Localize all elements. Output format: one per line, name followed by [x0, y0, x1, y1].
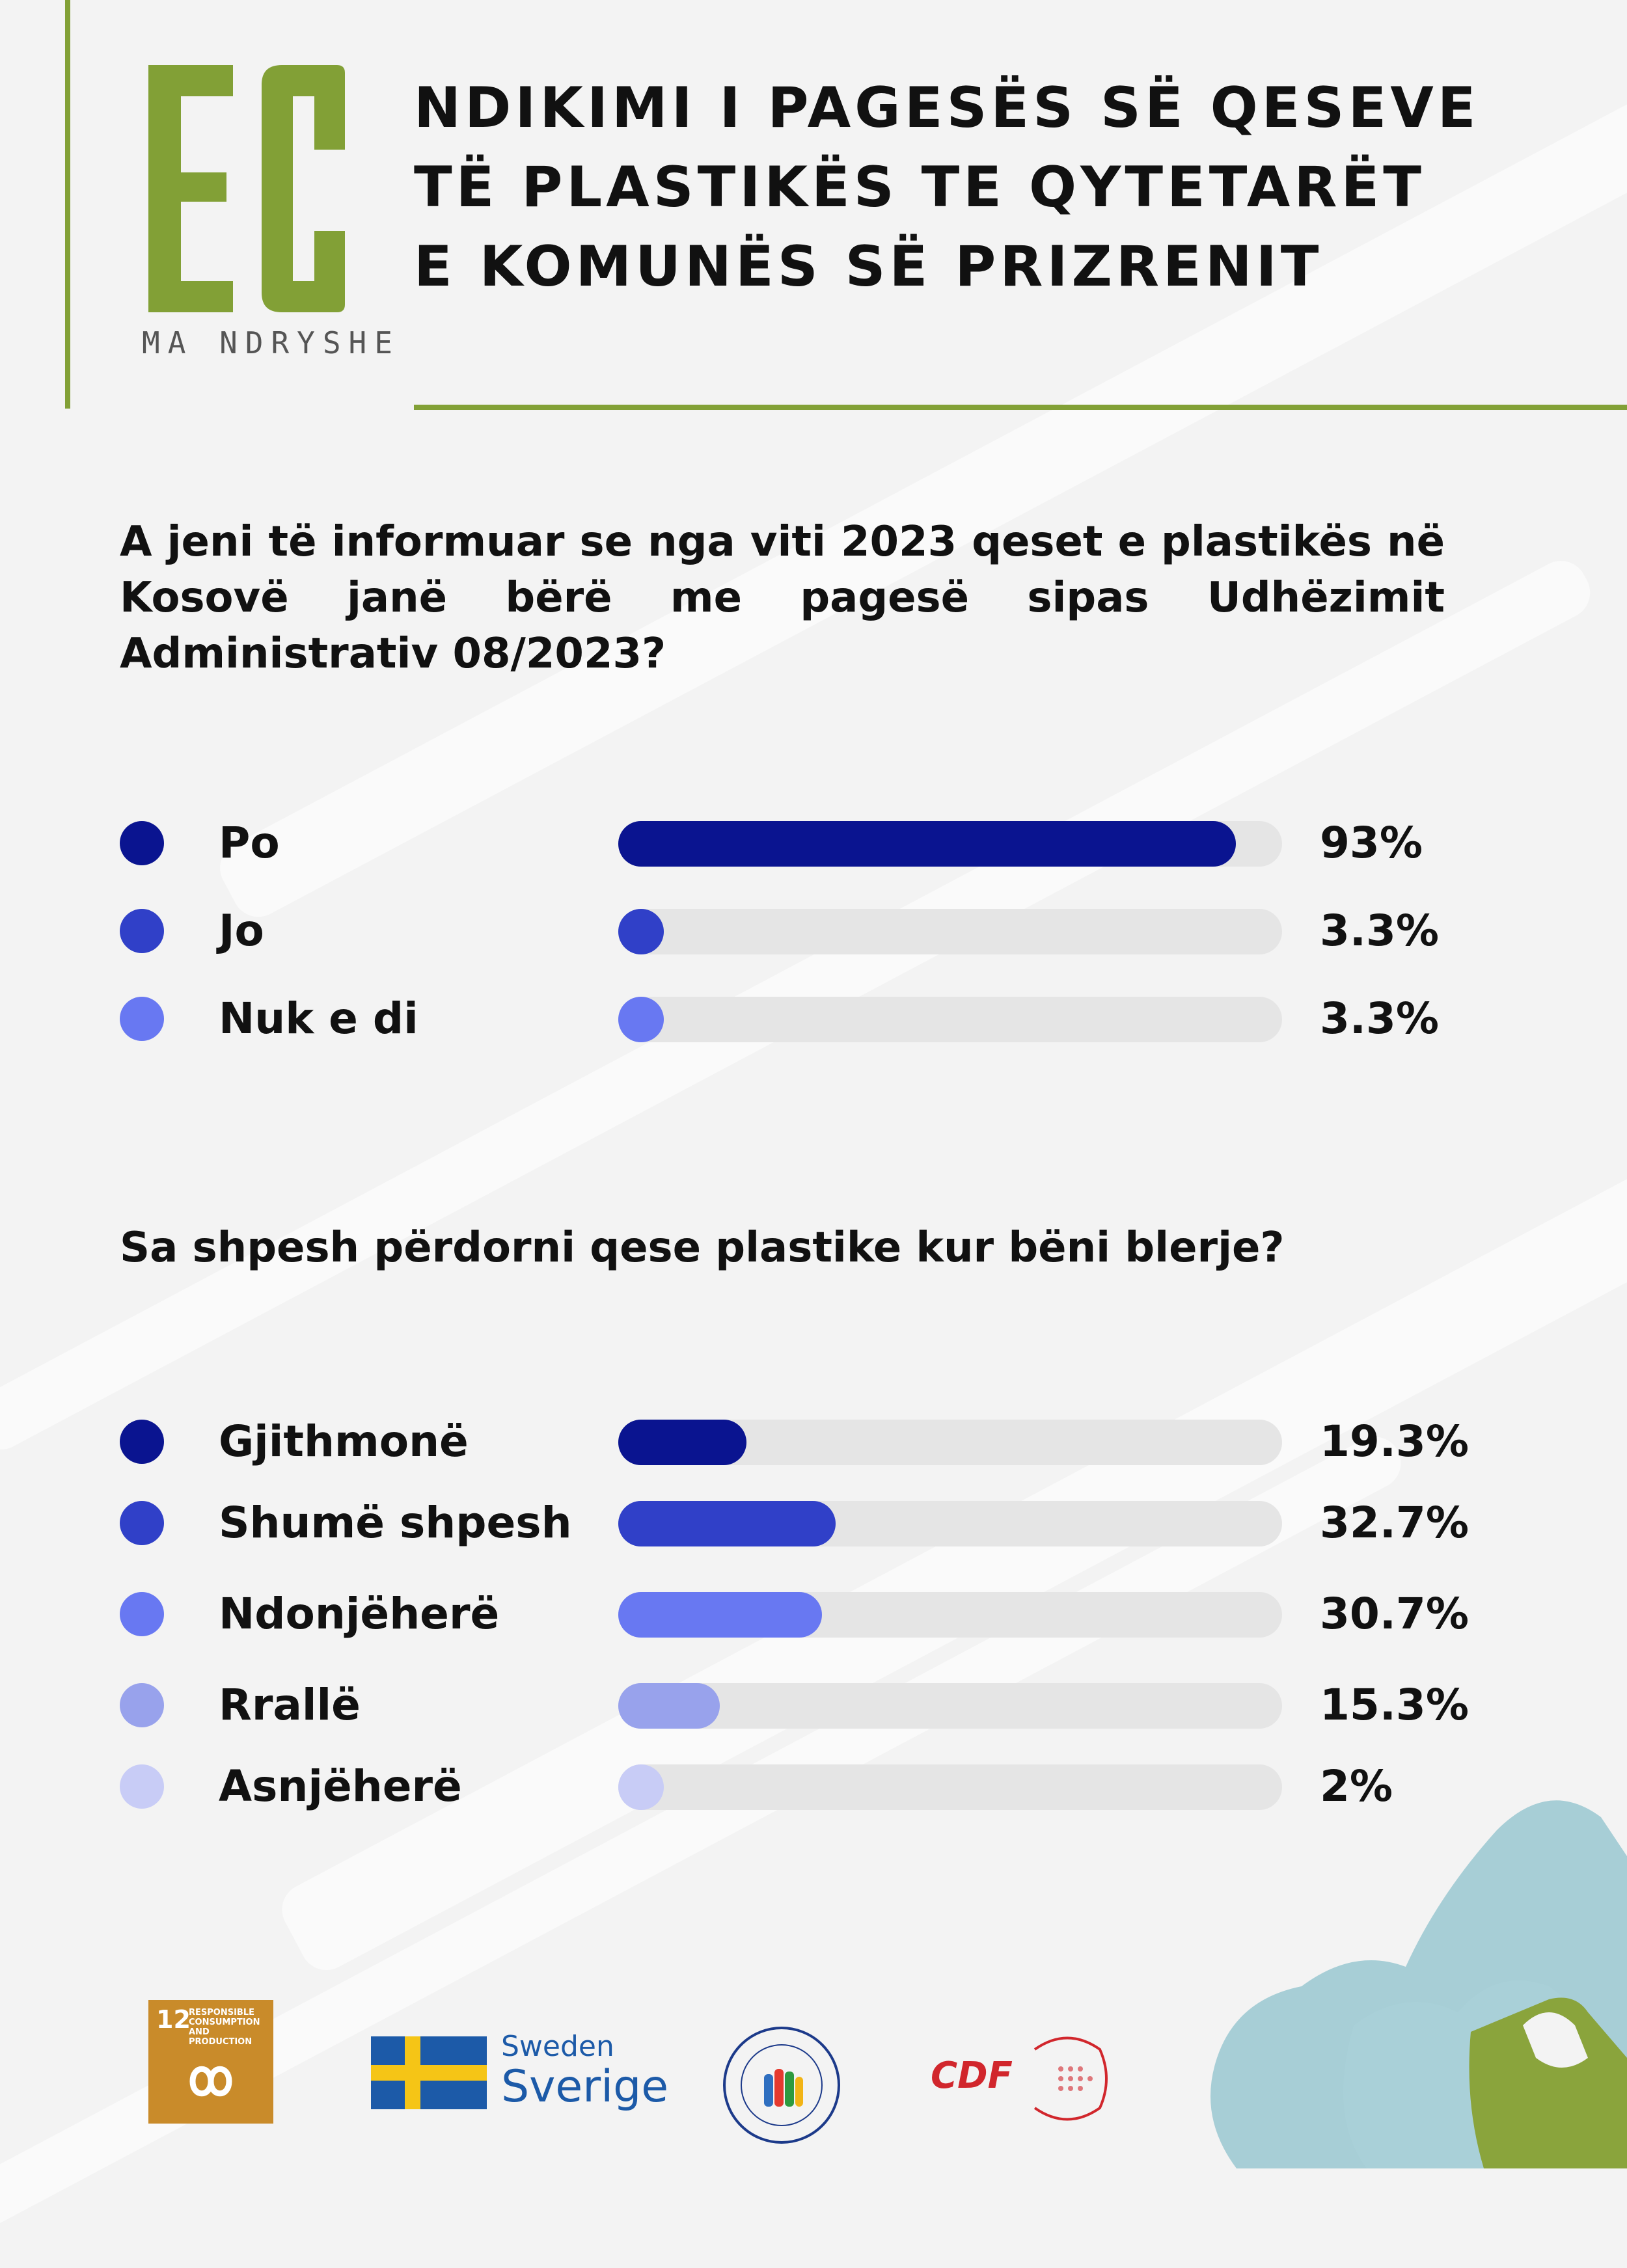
- chart-frequency: Gjithmonë 19.3% Shumë shpesh 32.7% Ndonjëher…: [0, 1399, 1627, 1815]
- bar: [618, 997, 664, 1042]
- legend-dot: [120, 821, 164, 865]
- question-1: A jeni të informuar se nga viti 2023 qes…: [120, 518, 1445, 678]
- bar-track: [618, 821, 1282, 867]
- infinity-icon: [189, 2066, 232, 2097]
- cdf-logo-text: CDF: [931, 2055, 1013, 2097]
- bar-label: Nuk e di: [219, 993, 418, 1044]
- bar-label: Shumë shpesh: [219, 1498, 572, 1548]
- cdf-logo: CDF: [931, 2030, 1113, 2127]
- sweden-logo-line1: Sweden: [501, 2030, 614, 2063]
- bar-track: [618, 1420, 1282, 1465]
- human-rightivism-logo: [723, 2027, 840, 2144]
- bar-value-label: 15.3%: [1320, 1680, 1469, 1730]
- bar-label: Jo: [219, 906, 264, 956]
- bar: [618, 909, 664, 954]
- bar-label: Rrallë: [219, 1680, 361, 1730]
- legend-dot: [120, 909, 164, 953]
- bar: [618, 1420, 746, 1465]
- bar-track: [618, 1764, 1282, 1810]
- bar-row: Po 93%: [0, 813, 1627, 872]
- bar-label: Gjithmonë: [219, 1416, 469, 1466]
- bar-track: [618, 1592, 1282, 1638]
- title-line: NDIKIMI I PAGESËS SË QESEVE: [414, 75, 1480, 141]
- title-line: E KOMUNËS SË PRIZRENIT: [414, 234, 1323, 299]
- bar-value-label: 2%: [1320, 1761, 1393, 1811]
- bar-row: Nuk e di 3.3%: [0, 989, 1627, 1047]
- ec-logo-mark: [148, 65, 345, 312]
- sweden-logo-line2: Sverige: [501, 2061, 669, 2113]
- bar-value-label: 30.7%: [1320, 1589, 1469, 1639]
- bar-row: Gjithmonë 19.3%: [0, 1412, 1627, 1470]
- logo-subtitle: MA NDRYSHE: [142, 325, 400, 360]
- accent-horizontal-rule: [414, 405, 1627, 410]
- bar-track: [618, 997, 1282, 1042]
- legend-dot: [120, 1420, 164, 1464]
- bar-row: Shumë shpesh 32.7%: [0, 1493, 1627, 1552]
- bar: [618, 1501, 836, 1546]
- bar-value-label: 93%: [1320, 818, 1423, 868]
- legend-dot: [120, 1764, 164, 1809]
- title-line: TË PLASTIKËS TE QYTETARËT: [414, 155, 1425, 220]
- legend-dot: [120, 1501, 164, 1545]
- bar-label: Ndonjëherë: [219, 1589, 500, 1639]
- bar-value-label: 3.3%: [1320, 993, 1440, 1044]
- legend-dot: [120, 1592, 164, 1636]
- question-2: Sa shpesh përdorni qese plastike kur bën…: [120, 1224, 1285, 1272]
- bar-row: Asnjëherë 2%: [0, 1757, 1627, 1815]
- bar-value-label: 32.7%: [1320, 1498, 1469, 1548]
- bar: [618, 1764, 664, 1810]
- sdg-12-logo: 12 RESPONSIBLE CONSUMPTION AND PRODUCTIO…: [148, 2000, 273, 2124]
- bar: [618, 1683, 720, 1729]
- bar-label: Asnjëherë: [219, 1761, 462, 1811]
- bar-value-label: 19.3%: [1320, 1416, 1469, 1466]
- bar-track: [618, 1501, 1282, 1546]
- legend-dot: [120, 997, 164, 1041]
- bar-row: Jo 3.3%: [0, 901, 1627, 960]
- bar: [618, 1592, 823, 1638]
- accent-vertical-rule: [65, 0, 70, 409]
- sweden-flag-icon: [371, 2036, 487, 2109]
- bar-track: [618, 909, 1282, 954]
- sdg-number: 12: [156, 2005, 191, 2034]
- bar-value-label: 3.3%: [1320, 906, 1440, 956]
- bar: [618, 821, 1236, 867]
- page-title: NDIKIMI I PAGESËS SË QESEVE TË PLASTIKËS…: [414, 68, 1559, 306]
- cdf-map-icon: [1033, 2036, 1108, 2121]
- bar-row: Rrallë 15.3%: [0, 1675, 1627, 1734]
- bar-row: Ndonjëherë 30.7%: [0, 1584, 1627, 1643]
- legend-dot: [120, 1683, 164, 1727]
- ec-logo: MA NDRYSHE: [142, 52, 400, 364]
- bar-track: [618, 1683, 1282, 1729]
- chart-awareness: Po 93% Jo 3.3% Nuk e di 3.3%: [0, 781, 1627, 1044]
- plastic-bag-illustration: [1210, 1800, 1627, 2168]
- sdg-text: RESPONSIBLE CONSUMPTION AND PRODUCTION: [189, 2008, 260, 2047]
- bar-label: Po: [219, 818, 280, 868]
